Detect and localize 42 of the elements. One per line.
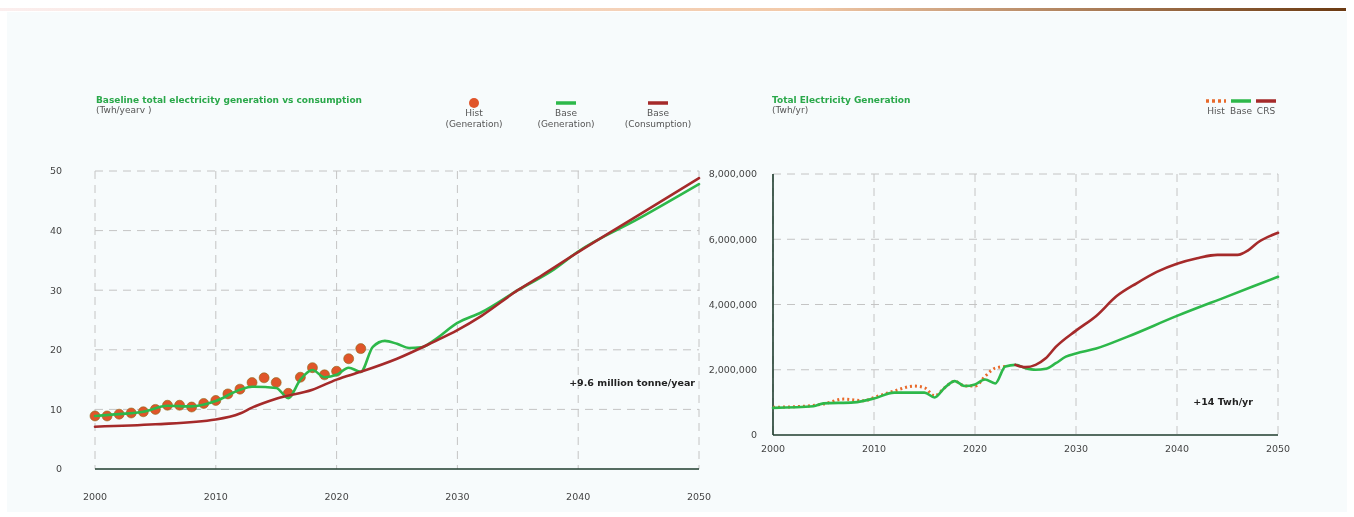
y-tick-label: 20 bbox=[49, 344, 62, 356]
y-tick-label: 6,000,000 bbox=[708, 233, 757, 245]
x-tick-label: 2040 bbox=[566, 491, 591, 502]
y-tick-label: 30 bbox=[49, 284, 62, 296]
point bbox=[343, 353, 354, 365]
annotation: +14 Twh/yr bbox=[1193, 396, 1254, 407]
x-tick-label: 2020 bbox=[324, 491, 349, 502]
line-series bbox=[771, 364, 1007, 409]
chart-subtitle: (Twh/yearv ) bbox=[96, 105, 152, 115]
y-tick-label: 2,000,000 bbox=[708, 364, 757, 376]
legend-label: Base bbox=[1230, 106, 1253, 116]
chart-subtitle: (Twh/yr) bbox=[772, 105, 809, 115]
legend-label: Base (Consumption) bbox=[624, 108, 692, 129]
point bbox=[258, 372, 270, 384]
y-tick-label: 0 bbox=[750, 429, 757, 441]
y-tick-label: 40 bbox=[49, 224, 62, 236]
x-tick-label: 2030 bbox=[445, 491, 470, 502]
chart-title: Baseline total electricity generation vs consumption bbox=[96, 95, 362, 105]
point bbox=[270, 377, 282, 388]
x-tick-label: 2000 bbox=[82, 491, 108, 502]
x-tick-label: 2040 bbox=[1164, 443, 1190, 454]
x-tick-label: 2030 bbox=[1063, 443, 1089, 454]
y-tick-label: 4,000,000 bbox=[708, 298, 757, 310]
x-tick-label: 2020 bbox=[962, 443, 988, 454]
x-tick-label: 2010 bbox=[203, 491, 228, 502]
annotation: +9.6 million tonne/year bbox=[569, 377, 696, 388]
legend-label: Hist (Generation) bbox=[445, 108, 503, 129]
x-tick-label: 2050 bbox=[686, 491, 712, 502]
legend-label: CRS bbox=[1256, 106, 1276, 116]
y-tick-label: 8,000,000 bbox=[708, 168, 757, 180]
y-tick-label: 0 bbox=[55, 463, 62, 475]
x-tick-label: 2000 bbox=[760, 443, 786, 454]
chart-title: Total Electricity Generation bbox=[772, 95, 911, 105]
y-tick-label: 50 bbox=[49, 165, 62, 177]
legend-label: Base (Generation) bbox=[537, 108, 595, 129]
line-series bbox=[771, 275, 1280, 410]
point bbox=[355, 343, 367, 354]
x-tick-label: 2050 bbox=[1265, 443, 1291, 454]
y-tick-label: 10 bbox=[49, 403, 62, 415]
legend-label: Hist bbox=[1207, 106, 1226, 116]
line-series bbox=[1014, 231, 1280, 369]
x-tick-label: 2010 bbox=[861, 443, 887, 454]
